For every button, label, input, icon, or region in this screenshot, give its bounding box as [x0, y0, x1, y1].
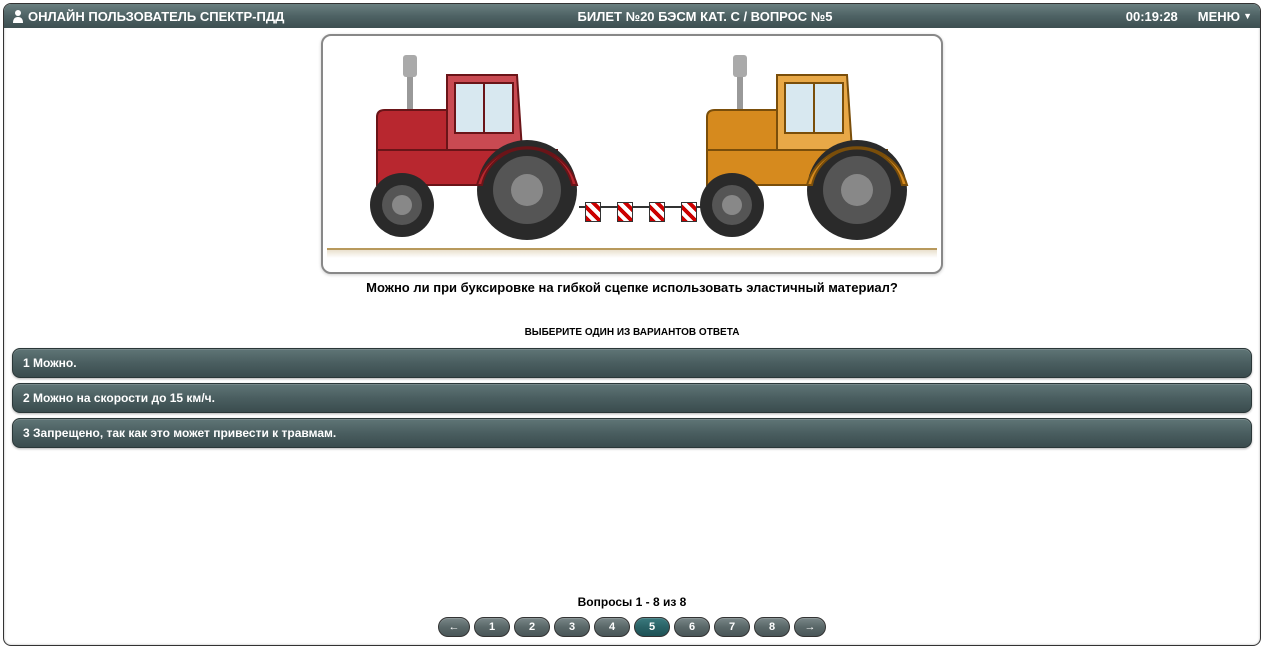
question-image: [327, 40, 937, 268]
page-button-3[interactable]: 3: [554, 617, 590, 637]
page-button-2[interactable]: 2: [514, 617, 550, 637]
page-button-8[interactable]: 8: [754, 617, 790, 637]
answer-option-2[interactable]: 2 Можно на скорости до 15 км/ч.: [12, 383, 1252, 413]
header-bar: ОНЛАЙН ПОЛЬЗОВАТЕЛЬ СПЕКТР-ПДД БИЛЕТ №20…: [4, 4, 1260, 28]
header-right: 00:19:28 МЕНЮ ▼: [1126, 9, 1252, 24]
tractor-orange: [677, 55, 922, 250]
page-button-6[interactable]: 6: [674, 617, 710, 637]
menu-label: МЕНЮ: [1198, 9, 1240, 24]
user-label: ОНЛАЙН ПОЛЬЗОВАТЕЛЬ СПЕКТР-ПДД: [28, 9, 284, 24]
page-button-1[interactable]: 1: [474, 617, 510, 637]
pagination-label: Вопросы 1 - 8 из 8: [4, 595, 1260, 609]
answer-option-3[interactable]: 3 Запрещено, так как это может привести …: [12, 418, 1252, 448]
hazard-flag-3: [649, 202, 665, 222]
answers-list: 1 Можно. 2 Можно на скорости до 15 км/ч. 3…: [4, 348, 1260, 448]
page-buttons: ←12345678→: [4, 617, 1260, 637]
hazard-flag-2: [617, 202, 633, 222]
timer-display: 00:19:28: [1126, 9, 1178, 24]
page-button-4[interactable]: 4: [594, 617, 630, 637]
ground-shadow: [327, 250, 937, 258]
header-left: ОНЛАЙН ПОЛЬЗОВАТЕЛЬ СПЕКТР-ПДД: [12, 9, 284, 24]
menu-button[interactable]: МЕНЮ ▼: [1198, 9, 1252, 24]
header-title: БИЛЕТ №20 БЭСМ КАТ. C / ВОПРОС №5: [284, 9, 1125, 24]
instruction-text: ВЫБЕРИТЕ ОДИН ИЗ ВАРИАНТОВ ОТВЕТА: [4, 327, 1260, 338]
pagination-area: Вопросы 1 - 8 из 8 ←12345678→: [4, 595, 1260, 637]
page-button-7[interactable]: 7: [714, 617, 750, 637]
content-area: Можно ли при буксировке на гибкой сцепке…: [4, 28, 1260, 448]
chevron-down-icon: ▼: [1243, 11, 1252, 21]
question-image-frame: [321, 34, 943, 274]
page-next-button[interactable]: →: [794, 617, 826, 637]
page-prev-button[interactable]: ←: [438, 617, 470, 637]
answer-option-1[interactable]: 1 Можно.: [12, 348, 1252, 378]
tractor-red: [347, 55, 592, 250]
main-container: ОНЛАЙН ПОЛЬЗОВАТЕЛЬ СПЕКТР-ПДД БИЛЕТ №20…: [3, 3, 1261, 646]
user-icon: [12, 9, 24, 23]
page-button-5[interactable]: 5: [634, 617, 670, 637]
question-text: Можно ли при буксировке на гибкой сцепке…: [4, 280, 1260, 295]
